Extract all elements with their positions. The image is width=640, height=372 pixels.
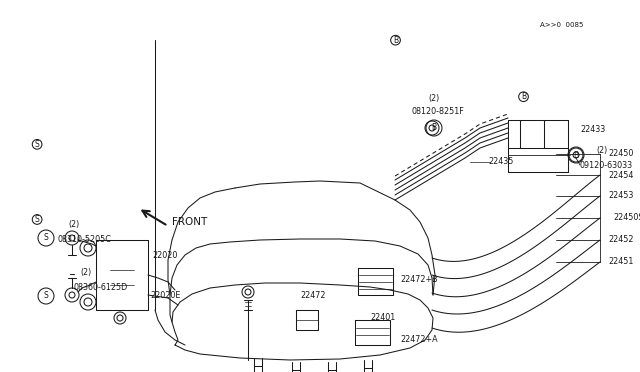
Text: (2): (2) bbox=[596, 145, 607, 154]
Text: A>>0  0085: A>>0 0085 bbox=[540, 22, 584, 28]
Text: 22453: 22453 bbox=[608, 192, 634, 201]
Text: 22472+B: 22472+B bbox=[400, 276, 438, 285]
Text: (2): (2) bbox=[428, 93, 439, 103]
Text: 22450S: 22450S bbox=[613, 214, 640, 222]
Text: (2): (2) bbox=[68, 221, 79, 230]
Text: 22433: 22433 bbox=[580, 125, 605, 135]
Text: 22472: 22472 bbox=[300, 291, 326, 299]
Text: B: B bbox=[521, 92, 526, 101]
Text: 22020: 22020 bbox=[152, 251, 177, 260]
Text: 22435: 22435 bbox=[488, 157, 513, 167]
Text: 22452: 22452 bbox=[608, 235, 634, 244]
Text: B: B bbox=[573, 151, 579, 160]
Text: S: S bbox=[44, 292, 49, 301]
Text: 08120-8251F: 08120-8251F bbox=[412, 108, 465, 116]
Text: B: B bbox=[431, 124, 436, 132]
Text: 22401: 22401 bbox=[370, 314, 396, 323]
Text: S: S bbox=[44, 234, 49, 243]
Text: 22020E: 22020E bbox=[150, 291, 180, 299]
Text: 22451: 22451 bbox=[608, 257, 634, 266]
Text: 09120-63033: 09120-63033 bbox=[580, 160, 633, 170]
Text: (2): (2) bbox=[80, 269, 92, 278]
Text: FRONT: FRONT bbox=[172, 217, 207, 227]
Text: 22472+A: 22472+A bbox=[400, 336, 438, 344]
Text: S: S bbox=[35, 140, 40, 149]
Text: 22454: 22454 bbox=[608, 170, 634, 180]
Text: 08310-5205C: 08310-5205C bbox=[58, 235, 112, 244]
Text: B: B bbox=[393, 36, 398, 45]
Text: S: S bbox=[35, 215, 40, 224]
Text: 22450: 22450 bbox=[608, 150, 634, 158]
Text: 08360-6125D: 08360-6125D bbox=[74, 283, 128, 292]
